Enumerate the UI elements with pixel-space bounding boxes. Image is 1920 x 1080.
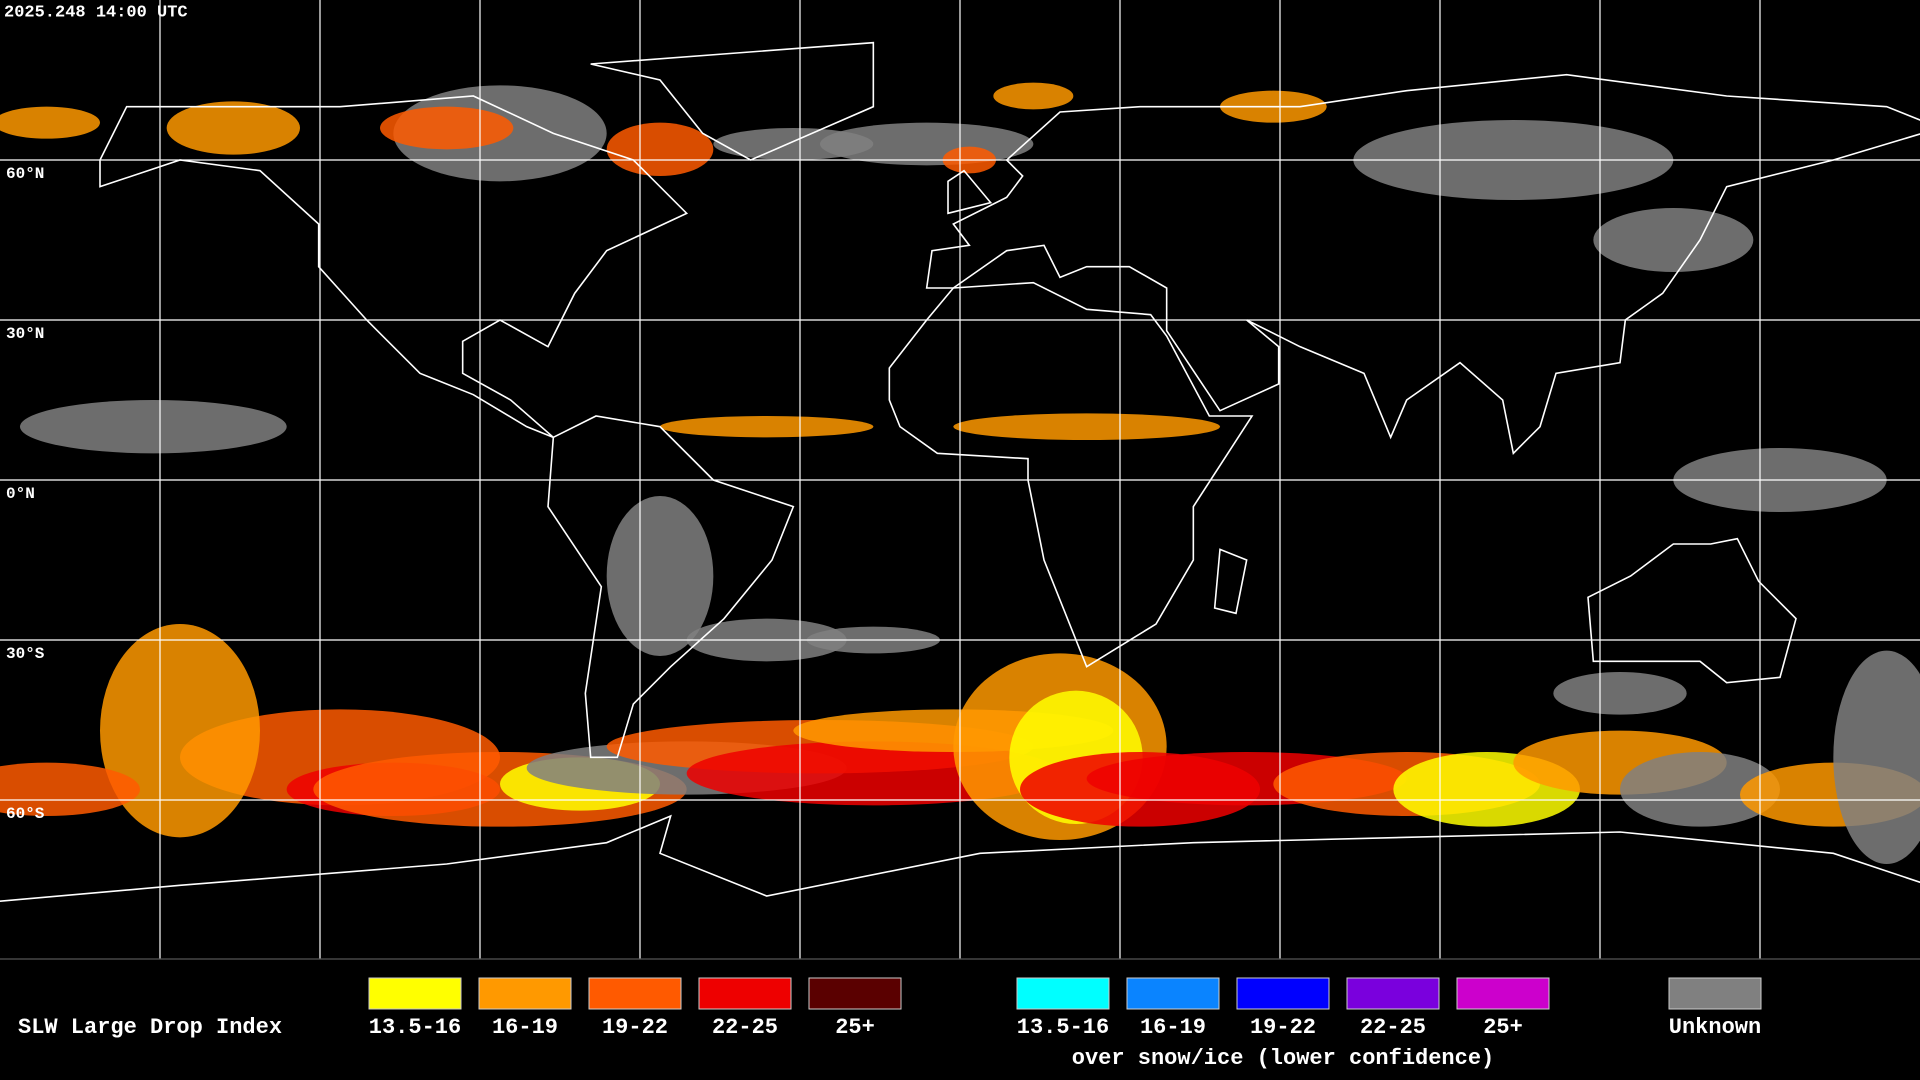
coastline <box>1587 537 1797 684</box>
legend-label: 16-19 <box>1140 1015 1206 1040</box>
cloud-patch <box>660 416 874 438</box>
legend-label: 19-22 <box>602 1015 668 1040</box>
legend: SLW Large Drop Index 13.5-16 16-19 19-22 22-… <box>18 977 1762 1071</box>
coastline <box>925 73 1920 455</box>
legend-title: SLW Large Drop Index <box>18 1015 282 1040</box>
cloud-patch <box>993 82 1074 110</box>
coastline <box>947 169 993 215</box>
latitude-label: 60°N <box>6 165 44 183</box>
cloud-patch <box>820 122 1034 166</box>
cloud-layer <box>0 82 1920 864</box>
legend-swatch <box>808 977 902 1010</box>
legend-swatch <box>1456 977 1550 1010</box>
legend-swatch <box>1016 977 1110 1010</box>
timestamp: 2025.248 14:00 UTC <box>4 3 188 22</box>
cloud-patch <box>0 762 140 816</box>
legend-label: 22-25 <box>712 1015 778 1040</box>
cloud-patch <box>1620 752 1780 827</box>
latitude-label: 0°N <box>6 485 35 503</box>
legend-swatch <box>588 977 682 1010</box>
legend-swatch <box>1236 977 1330 1010</box>
legend-swatch <box>1668 977 1762 1010</box>
legend-label: Unknown <box>1669 1015 1761 1040</box>
legend-label: 19-22 <box>1250 1015 1316 1040</box>
legend-swatch <box>478 977 572 1010</box>
legend-swatch <box>368 977 462 1010</box>
cloud-patch <box>1593 208 1754 272</box>
legend-label: 22-25 <box>1360 1015 1426 1040</box>
legend-label: 25+ <box>1483 1015 1523 1040</box>
latitude-label: 60°S <box>6 805 45 823</box>
cloud-patch <box>166 101 300 155</box>
cloud-patch <box>606 496 714 656</box>
graticule <box>0 0 1920 960</box>
legend-swatch <box>1126 977 1220 1010</box>
coastline <box>0 814 1920 903</box>
legend-label: 13.5-16 <box>369 1015 461 1040</box>
cloud-patch <box>380 106 514 150</box>
legend-label: 25+ <box>835 1015 875 1040</box>
cloud-patch <box>953 413 1220 440</box>
latitude-label: 30°S <box>6 645 45 663</box>
legend-note: over snow/ice (lower confidence) <box>1072 1046 1494 1071</box>
coastlines <box>0 41 1920 903</box>
legend-label: 16-19 <box>492 1015 558 1040</box>
legend-swatch <box>1346 977 1440 1010</box>
cloud-patch <box>1833 650 1920 864</box>
cloud-patch <box>1553 672 1687 715</box>
latitude-label: 30°N <box>6 325 44 343</box>
cloud-patch <box>20 400 287 454</box>
coastline <box>99 95 689 439</box>
latitude-labels: 60°N 30°N 0°N 30°S 60°S <box>6 165 45 823</box>
cloud-patch <box>0 106 100 139</box>
coastline <box>888 281 1254 668</box>
coastline <box>1213 548 1248 615</box>
coastline <box>547 415 795 759</box>
cloud-patch <box>100 624 260 838</box>
legend-swatch <box>698 977 792 1010</box>
cloud-patch <box>606 122 714 176</box>
legend-label: 13.5-16 <box>1017 1015 1109 1040</box>
